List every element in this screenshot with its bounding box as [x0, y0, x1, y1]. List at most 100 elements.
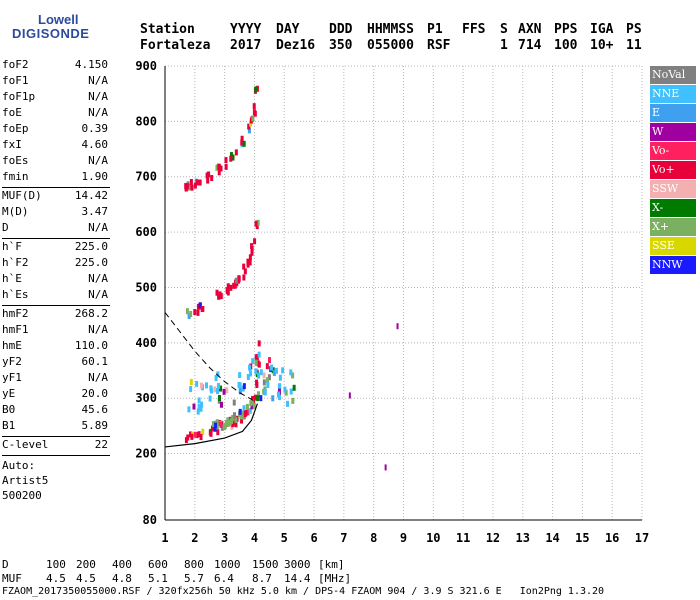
echo-point	[249, 117, 253, 124]
footer-distance-value: 200	[76, 558, 96, 571]
logo-line2: DIGISONDE	[12, 26, 90, 41]
echo-point	[248, 364, 252, 371]
param-value: 1.90	[81, 170, 109, 183]
legend-item-x: X+	[650, 218, 696, 236]
echo-point	[286, 400, 290, 407]
echo-point	[196, 309, 200, 316]
header-label-axn: AXN	[518, 22, 542, 37]
param-value: N/A	[88, 323, 108, 336]
autoscaler-line1: Auto:	[2, 459, 36, 472]
footer-muf-value: 4.8	[112, 572, 132, 585]
echo-point	[224, 419, 228, 426]
echo-point	[197, 397, 201, 404]
echo-point	[249, 400, 253, 407]
param-label: foF1p	[2, 90, 36, 103]
echo-point	[276, 391, 280, 398]
param-value: 268.2	[74, 307, 108, 320]
echo-point	[250, 249, 254, 256]
param-value: 60.1	[81, 355, 109, 368]
x-tick-label: 15	[575, 531, 589, 545]
echo-point	[274, 367, 278, 374]
param-label: foEp	[2, 122, 29, 135]
echo-point	[234, 421, 238, 428]
echo-point	[210, 425, 214, 432]
echo-point	[208, 395, 212, 402]
y-tick-label: 700	[135, 170, 157, 184]
echo-point	[242, 383, 246, 390]
param-row: hmF2 268.2	[2, 307, 108, 323]
echo-point	[257, 391, 261, 398]
echo-point	[254, 86, 258, 93]
echo-point	[195, 380, 199, 387]
footer-distance-value: 400	[112, 558, 132, 571]
echo-point	[226, 417, 230, 424]
param-value: N/A	[88, 371, 108, 384]
echo-point	[252, 103, 256, 110]
x-tick-label: 12	[486, 531, 500, 545]
echo-point	[242, 405, 246, 412]
header-label-p1: P1	[427, 22, 443, 37]
echo-point	[209, 430, 213, 437]
header-value-iga: 10+	[590, 38, 614, 53]
echo-point	[248, 407, 252, 414]
legend-item-e: E	[650, 104, 696, 122]
echo-point	[217, 169, 221, 176]
echo-point	[219, 421, 223, 428]
echo-point	[267, 357, 271, 364]
echo-point	[199, 382, 203, 389]
param-row: h`Es N/A	[2, 288, 108, 304]
echo-point	[226, 420, 230, 427]
echo-point	[189, 378, 193, 385]
footer-distance-label: D	[2, 558, 9, 571]
echo-point	[232, 399, 236, 406]
echo-point	[254, 359, 258, 366]
echo-point	[256, 360, 260, 367]
echo-point	[185, 308, 189, 315]
param-row: foEs N/A	[2, 154, 108, 170]
echo-point	[190, 433, 194, 440]
echo-point	[199, 405, 203, 412]
param-row: fmin 1.90	[2, 170, 108, 186]
header-label-hhmmss: HHMMSS	[367, 22, 414, 37]
echo-point	[216, 371, 220, 378]
header-value-ddd: 350	[329, 38, 353, 53]
echo-point	[272, 369, 276, 376]
param-value: 14.42	[74, 189, 108, 202]
x-tick-label: 13	[516, 531, 530, 545]
header-value-pps: 100	[554, 38, 578, 53]
echo-point	[211, 421, 215, 428]
footer-distance-unit: [km]	[318, 558, 345, 571]
echo-point	[193, 309, 197, 316]
echo-point	[231, 414, 235, 421]
param-value: 110.0	[74, 339, 108, 352]
y-tick-label: 600	[135, 225, 157, 239]
echo-point	[257, 372, 261, 379]
echo-point	[231, 154, 235, 161]
echo-point	[256, 395, 260, 402]
echo-point	[234, 277, 238, 284]
echo-point	[219, 165, 223, 172]
legend-item-w: W	[650, 123, 696, 141]
echo-point	[189, 178, 193, 185]
echo-point	[184, 185, 188, 192]
echo-point	[266, 381, 270, 388]
param-value: 45.6	[81, 403, 109, 416]
echo-point	[192, 403, 196, 410]
x-tick-label: 2	[191, 531, 198, 545]
echo-point	[247, 123, 251, 130]
param-row: MUF(D) 14.42	[2, 189, 108, 205]
param-label: h`Es	[2, 288, 29, 301]
param-label: foEs	[2, 154, 29, 167]
echo-point	[205, 172, 209, 179]
param-value: 20.0	[81, 387, 109, 400]
footer-muf-value: 14.4	[284, 572, 311, 585]
echo-point	[237, 277, 241, 284]
param-label: MUF(D)	[2, 189, 42, 202]
y-tick-label: 900	[135, 59, 157, 73]
param-label: yF2	[2, 355, 22, 368]
footer-muf-value: 8.7	[252, 572, 272, 585]
param-value: N/A	[88, 74, 108, 87]
param-label: hmF1	[2, 323, 29, 336]
x-tick-label: 11	[456, 531, 470, 545]
header-value-axn: 714	[518, 38, 542, 53]
